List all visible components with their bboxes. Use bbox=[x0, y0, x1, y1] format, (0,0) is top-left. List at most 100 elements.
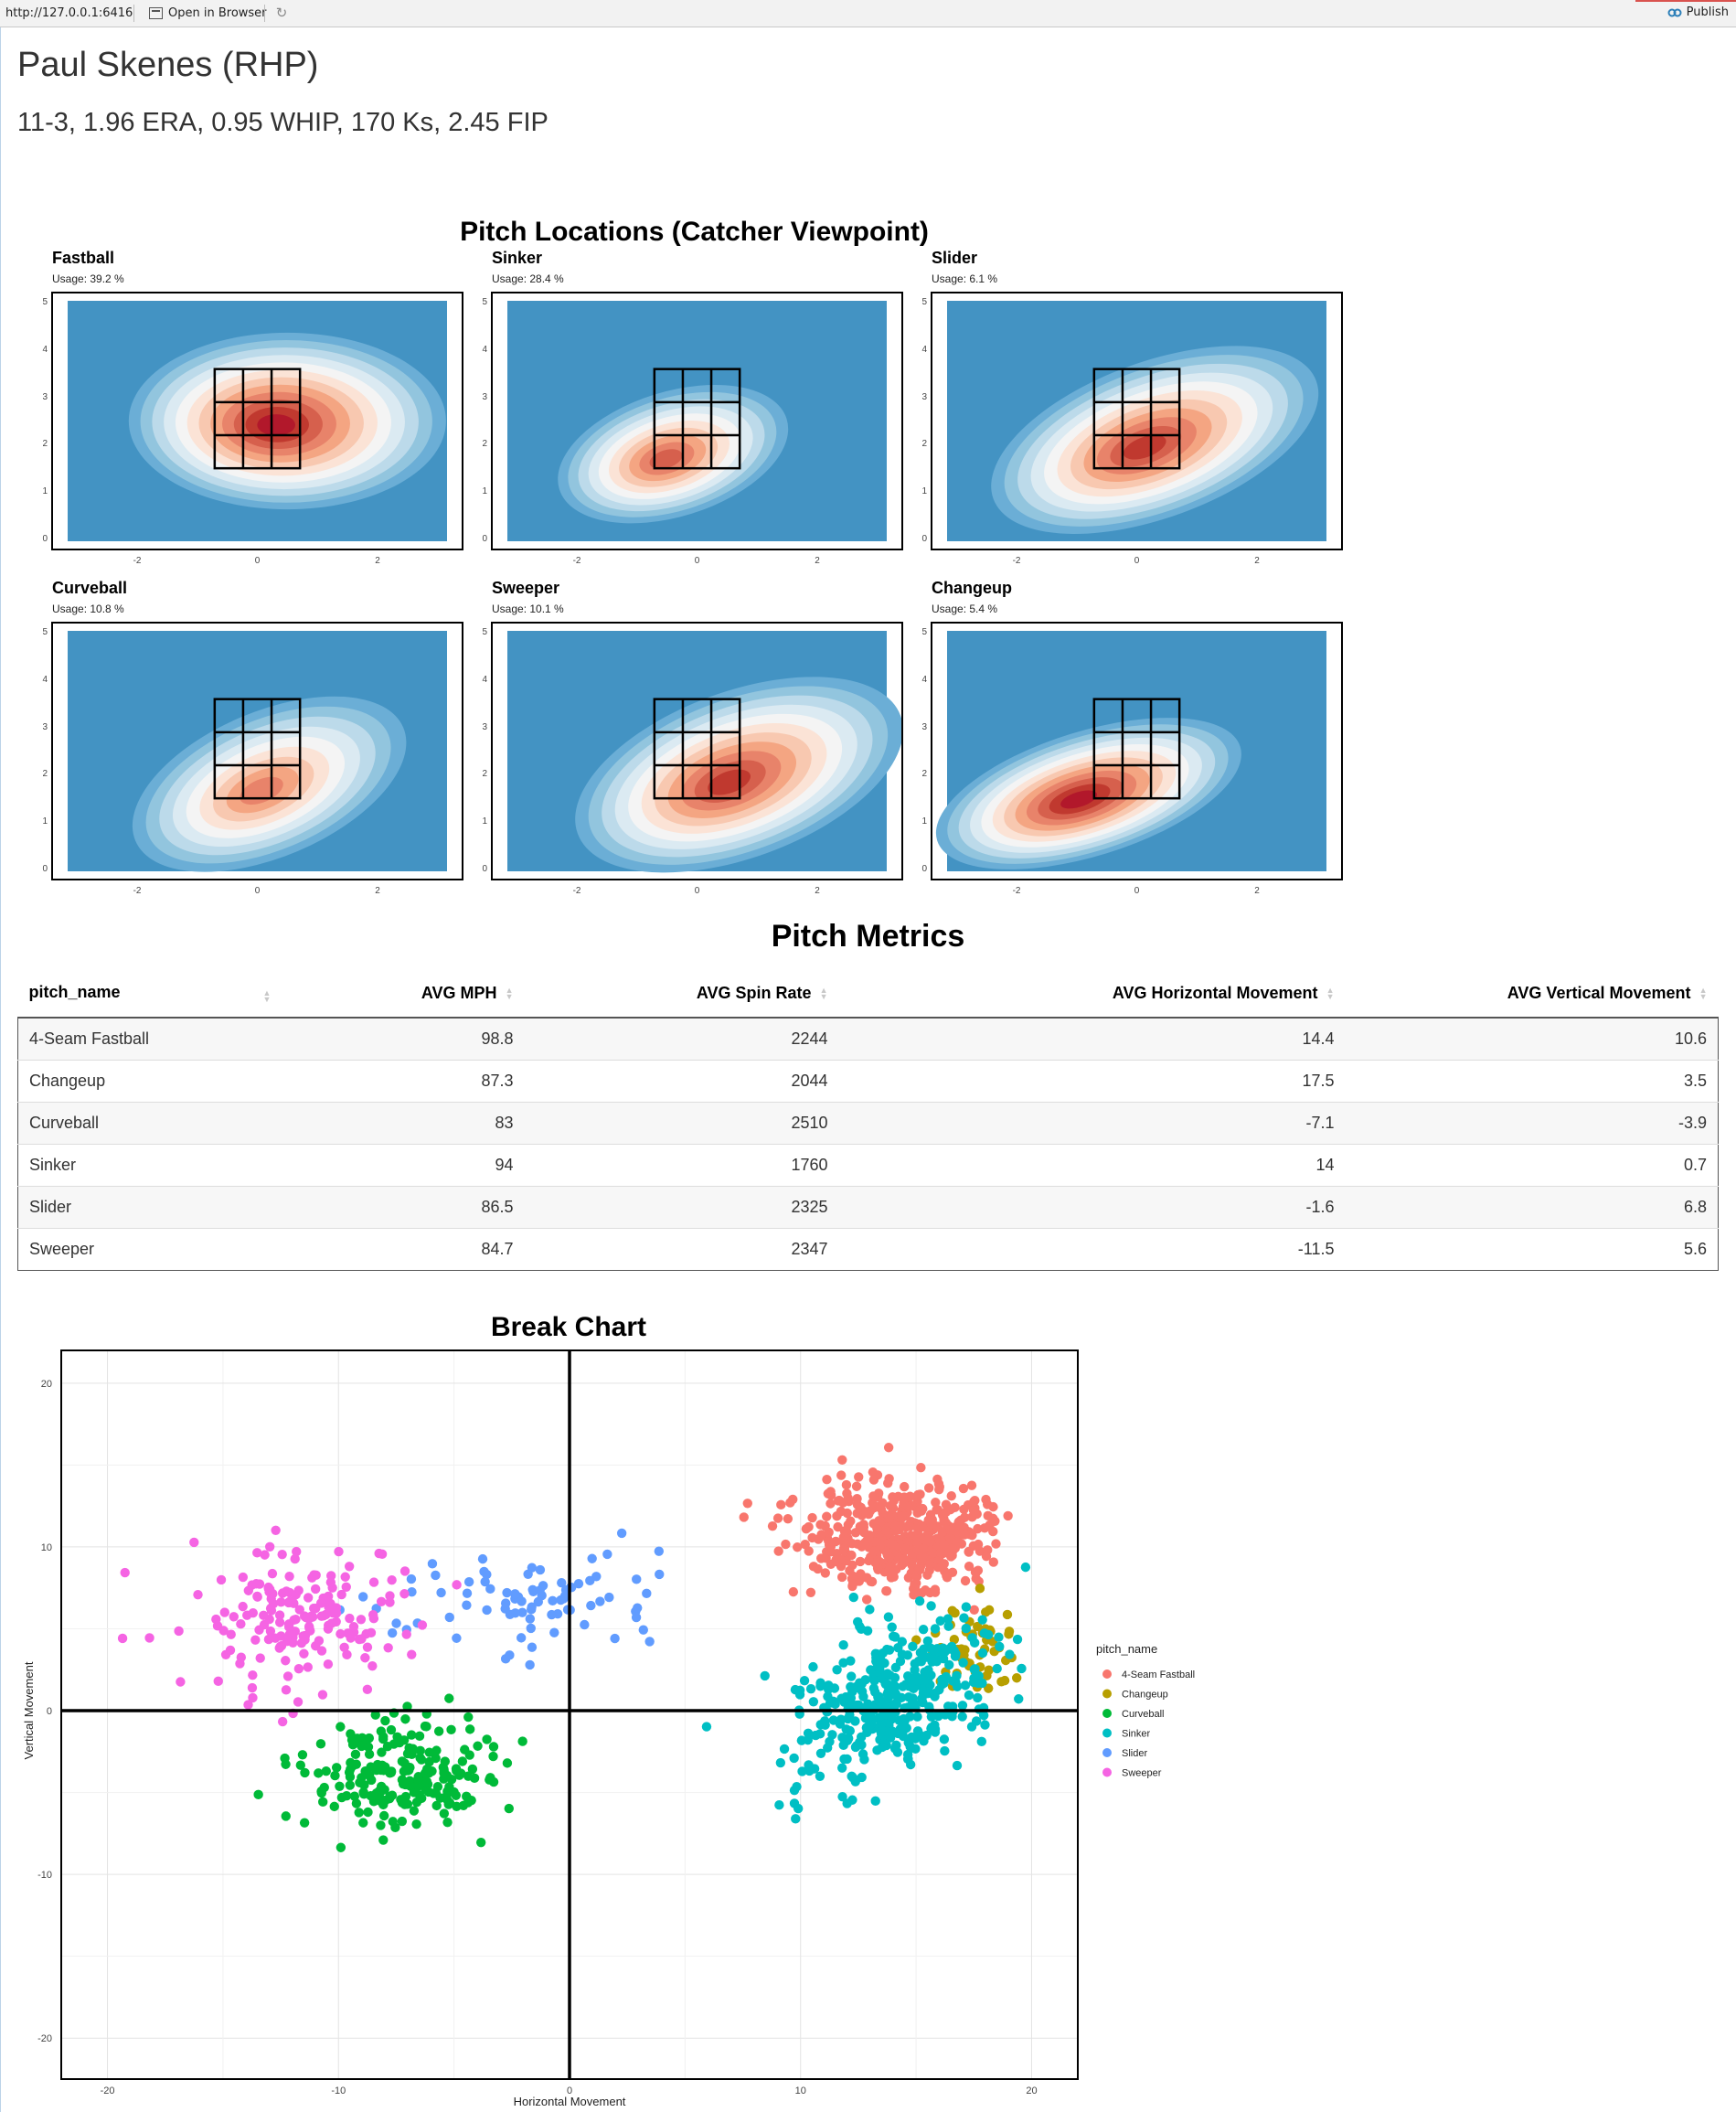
table-body: 4-Seam Fastball 98.8 2244 14.4 10.6 Changeup 8… bbox=[17, 1017, 1719, 1271]
scatter-point bbox=[444, 1612, 454, 1623]
scatter-point bbox=[970, 1567, 981, 1577]
scatter-point bbox=[304, 1623, 314, 1633]
scatter-point bbox=[838, 1639, 848, 1650]
panel-usage: Usage: 39.2 % bbox=[52, 272, 124, 285]
density-contour bbox=[1123, 434, 1166, 460]
scatter-point bbox=[229, 1612, 239, 1622]
publish-button[interactable]: Publish bbox=[1667, 5, 1729, 19]
scatter-point bbox=[846, 1656, 856, 1666]
scatter-point bbox=[385, 1591, 395, 1601]
scatter-point bbox=[517, 1736, 527, 1746]
scatter-point bbox=[864, 1532, 874, 1543]
scatter-point bbox=[984, 1683, 994, 1693]
scatter-point bbox=[994, 1632, 1004, 1642]
scatter-point bbox=[889, 1680, 899, 1690]
scatter-point bbox=[189, 1537, 199, 1548]
column-header-pitch-name[interactable]: pitch_name ▲ ▼ bbox=[17, 969, 283, 1019]
scatter-point bbox=[781, 1539, 791, 1550]
x-tick-label: 2 bbox=[815, 886, 820, 896]
y-tick-label: 4 bbox=[482, 345, 487, 355]
refresh-icon[interactable]: ↻ bbox=[275, 5, 288, 21]
scatter-point bbox=[399, 1735, 410, 1745]
scatter-point bbox=[891, 1690, 901, 1701]
column-header-avg-spin-rate[interactable]: AVG Spin Rate ▲ ▼ bbox=[524, 969, 839, 1019]
scatter-point bbox=[960, 1575, 971, 1586]
scatter-point bbox=[776, 1499, 786, 1510]
metric-cell: -11.5 bbox=[838, 1228, 1346, 1271]
scatter-point bbox=[836, 1763, 847, 1773]
scatter-point bbox=[935, 1616, 945, 1627]
scatter-point bbox=[427, 1559, 438, 1569]
scatter-point bbox=[808, 1661, 818, 1672]
scatter-point bbox=[918, 1552, 928, 1562]
scatter-point bbox=[424, 1747, 434, 1757]
scatter-point bbox=[324, 1620, 334, 1630]
density-contour bbox=[1060, 790, 1098, 809]
toolbar-divider bbox=[133, 5, 134, 22]
scatter-point bbox=[913, 1489, 923, 1500]
scatter-point bbox=[857, 1520, 868, 1531]
scatter-point bbox=[351, 1798, 362, 1808]
scatter-point bbox=[930, 1624, 941, 1634]
scatter-point bbox=[957, 1701, 968, 1711]
scatter-point bbox=[277, 1550, 287, 1560]
scatter-point bbox=[314, 1768, 324, 1778]
scatter-point bbox=[889, 1632, 900, 1642]
scatter-point bbox=[940, 1710, 951, 1720]
scatter-point bbox=[284, 1629, 294, 1639]
scatter-point bbox=[411, 1797, 422, 1808]
y-tick-label: -20 bbox=[37, 2033, 52, 2044]
scatter-point bbox=[485, 1584, 495, 1595]
scatter-point bbox=[329, 1801, 339, 1812]
x-axis-label: Horizontal Movement bbox=[514, 2095, 626, 2108]
scatter-point bbox=[897, 1637, 908, 1647]
scatter-point bbox=[977, 1648, 988, 1659]
scatter-point bbox=[775, 1757, 786, 1768]
scatter-point bbox=[423, 1787, 434, 1797]
x-tick-label: -10 bbox=[331, 2085, 346, 2096]
legend-label: Sinker bbox=[1122, 1729, 1151, 1740]
scatter-point bbox=[315, 1739, 326, 1749]
density-svg bbox=[947, 301, 1326, 541]
scatter-point bbox=[316, 1646, 327, 1656]
scatter-point bbox=[552, 1608, 563, 1619]
scatter-point bbox=[548, 1595, 558, 1606]
y-tick-label: 5 bbox=[42, 627, 48, 638]
column-header-avg-vertical-movement[interactable]: AVG Vertical Movement ▲ ▼ bbox=[1345, 969, 1719, 1019]
scatter-point bbox=[414, 1731, 425, 1742]
pitch-metrics-title: Pitch Metrics bbox=[771, 919, 965, 954]
scatter-point bbox=[463, 1577, 474, 1587]
scatter-point bbox=[632, 1574, 642, 1584]
scatter-point bbox=[260, 1550, 270, 1560]
scatter-point bbox=[411, 1819, 421, 1829]
scatter-point bbox=[801, 1523, 812, 1534]
scatter-point bbox=[276, 1597, 286, 1607]
scatter-point bbox=[934, 1684, 944, 1695]
scatter-point bbox=[975, 1584, 985, 1594]
pitch-locations-title: Pitch Locations (Catcher Viewpoint) bbox=[460, 217, 929, 247]
scatter-point bbox=[945, 1525, 955, 1535]
y-tick-label: 5 bbox=[42, 297, 48, 308]
scatter-point bbox=[282, 1671, 293, 1681]
toolbar-divider bbox=[264, 5, 265, 22]
scatter-point bbox=[938, 1643, 948, 1653]
scatter-point bbox=[837, 1455, 847, 1465]
scatter-point bbox=[943, 1621, 953, 1631]
density-plot bbox=[51, 292, 463, 550]
scatter-point bbox=[788, 1586, 799, 1597]
y-tick-label: 0 bbox=[47, 1706, 52, 1717]
scatter-point bbox=[400, 1714, 410, 1724]
column-header-avg-horizontal-movement[interactable]: AVG Horizontal Movement ▲ ▼ bbox=[838, 969, 1346, 1019]
column-header-avg-mph[interactable]: AVG MPH ▲ ▼ bbox=[282, 969, 525, 1019]
scatter-point bbox=[399, 1566, 410, 1576]
scatter-point bbox=[293, 1585, 304, 1595]
open-in-browser-button[interactable]: Open in Browser bbox=[144, 5, 272, 22]
y-tick-label: 3 bbox=[42, 391, 48, 402]
scatter-point bbox=[292, 1546, 302, 1557]
scatter-point bbox=[477, 1553, 488, 1564]
metric-cell: 0.7 bbox=[1345, 1144, 1719, 1187]
scatter-point bbox=[238, 1601, 248, 1612]
scatter-point bbox=[385, 1597, 395, 1607]
scatter-point bbox=[345, 1772, 356, 1782]
scatter-point bbox=[831, 1554, 841, 1565]
